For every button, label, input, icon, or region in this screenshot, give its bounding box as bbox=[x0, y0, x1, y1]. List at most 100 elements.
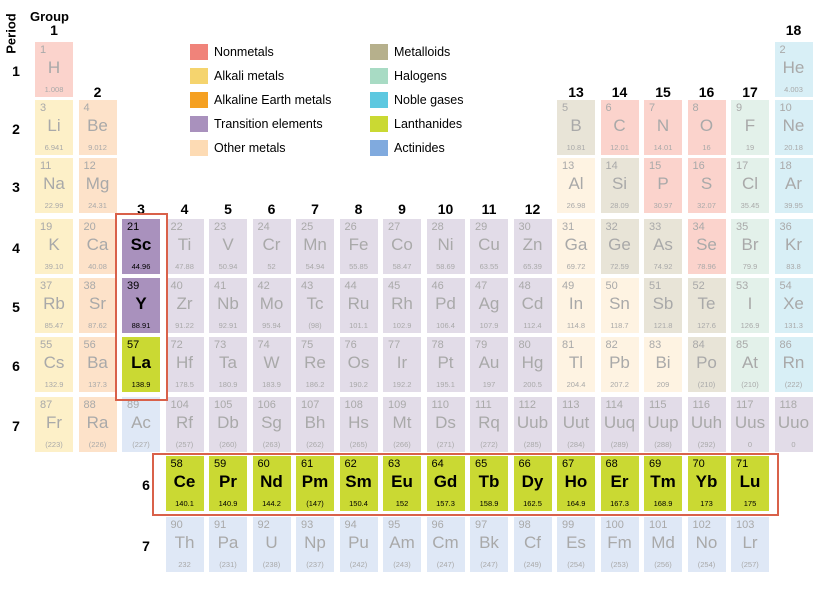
atomic-number: 112 bbox=[518, 399, 537, 411]
element-cell-w: 74 W 183.9 bbox=[252, 337, 291, 392]
element-cell-ru: 44 Ru 101.1 bbox=[339, 278, 378, 333]
atomic-number: 4 bbox=[83, 102, 90, 114]
element-symbol: Lu bbox=[739, 472, 761, 491]
group-label: 12 bbox=[524, 201, 541, 217]
element-symbol: Er bbox=[610, 472, 629, 491]
atomic-mass: (147) bbox=[306, 499, 324, 508]
atomic-number: 29 bbox=[475, 221, 488, 233]
atomic-mass: 164.9 bbox=[566, 499, 586, 508]
group-label: 14 bbox=[611, 84, 628, 100]
atomic-mass: 112.4 bbox=[523, 321, 542, 330]
element-cell-cs: 55 Cs 132.9 bbox=[35, 337, 73, 392]
atomic-mass: (257) bbox=[741, 560, 759, 569]
period-label: 1 bbox=[12, 63, 20, 79]
element-symbol: Uub bbox=[516, 413, 549, 432]
element-cell-au: 79 Au 197 bbox=[470, 337, 508, 392]
atomic-number: 44 bbox=[344, 280, 357, 292]
element-cell-k: 19 K 39.10 bbox=[35, 219, 73, 274]
element-symbol: Mg bbox=[85, 174, 110, 193]
atomic-mass: 140.1 bbox=[175, 499, 194, 508]
element-cell-he: 2 He 4.003 bbox=[774, 42, 813, 97]
atomic-number: 28 bbox=[431, 221, 444, 233]
atomic-number: 113 bbox=[562, 399, 580, 411]
atomic-mass: (262) bbox=[306, 440, 324, 449]
atomic-number: 37 bbox=[40, 280, 53, 292]
atomic-mass: (210) bbox=[697, 380, 716, 389]
element-cell-in: 49 In 114.8 bbox=[557, 278, 595, 333]
element-symbol: Bh bbox=[304, 413, 326, 432]
element-cell-fe: 26 Fe 55.85 bbox=[339, 219, 378, 274]
element-symbol: Li bbox=[47, 116, 61, 135]
period-label: 6 bbox=[12, 358, 20, 374]
atomic-number: 38 bbox=[83, 280, 96, 292]
atomic-number: 60 bbox=[257, 458, 270, 470]
atomic-mass: 175 bbox=[743, 499, 757, 508]
element-cell-xe: 54 Xe 131.3 bbox=[774, 278, 813, 333]
atomic-mass: (266) bbox=[393, 440, 411, 449]
element-cell-bh: 107 Bh (262) bbox=[296, 397, 334, 452]
atomic-number: 17 bbox=[736, 160, 749, 172]
element-symbol: Ca bbox=[86, 235, 109, 254]
element-cell-lr: 103 Lr (257) bbox=[731, 517, 769, 572]
element-cell-er: 68 Er 167.3 bbox=[600, 456, 639, 511]
highlight-frame-group3 bbox=[115, 213, 168, 401]
atomic-number: 36 bbox=[779, 221, 792, 233]
atomic-number: 75 bbox=[301, 339, 314, 351]
atomic-mass: 232 bbox=[178, 560, 191, 569]
atomic-number: 87 bbox=[40, 399, 53, 411]
element-symbol: Ru bbox=[347, 294, 370, 313]
element-symbol: Ra bbox=[86, 413, 109, 432]
legend-swatch bbox=[370, 44, 388, 60]
element-symbol: Tl bbox=[568, 353, 584, 372]
atomic-mass: 72.59 bbox=[610, 262, 629, 271]
legend-label: Actinides bbox=[394, 141, 445, 155]
atomic-mass: 55.85 bbox=[349, 262, 368, 271]
legend-swatch bbox=[190, 92, 208, 108]
atomic-mass: 50.94 bbox=[218, 262, 238, 271]
legend-swatch bbox=[370, 116, 388, 132]
atomic-number: 16 bbox=[692, 160, 705, 172]
atomic-mass: (210) bbox=[741, 380, 759, 389]
atomic-mass: (272) bbox=[480, 440, 498, 449]
element-symbol: Ne bbox=[782, 116, 805, 135]
element-symbol: N bbox=[656, 116, 670, 135]
element-cell-np: 93 Np (237) bbox=[296, 517, 334, 572]
atomic-number: 71 bbox=[736, 458, 749, 470]
atomic-mass: 197 bbox=[482, 380, 496, 389]
atomic-number: 104 bbox=[170, 399, 189, 411]
atomic-number: 19 bbox=[40, 221, 53, 233]
atomic-number: 66 bbox=[518, 458, 531, 470]
atomic-number: 34 bbox=[692, 221, 705, 233]
atomic-number: 50 bbox=[605, 280, 618, 292]
element-cell-li: 3 Li 6.941 bbox=[35, 100, 73, 155]
element-cell-na: 11 Na 22.99 bbox=[35, 158, 73, 213]
atomic-number: 15 bbox=[649, 160, 662, 172]
atomic-number: 93 bbox=[301, 519, 314, 531]
element-symbol: Cl bbox=[741, 174, 759, 193]
atomic-mass: 127.6 bbox=[697, 321, 716, 330]
atomic-number: 67 bbox=[562, 458, 575, 470]
element-cell-ge: 32 Ge 72.59 bbox=[600, 219, 639, 274]
atomic-mass: 4.003 bbox=[784, 85, 803, 94]
atomic-number: 9 bbox=[736, 102, 743, 114]
element-symbol: Cr bbox=[262, 235, 281, 254]
atomic-mass: 69.72 bbox=[566, 262, 586, 271]
element-symbol: Uuh bbox=[690, 413, 723, 432]
series-period-label: 6 bbox=[142, 477, 150, 493]
atomic-number: 26 bbox=[344, 221, 357, 233]
group-label: 8 bbox=[354, 201, 363, 217]
atomic-number: 69 bbox=[649, 458, 662, 470]
group-label: 13 bbox=[568, 84, 584, 100]
highlight-frame-lanthanides bbox=[152, 453, 779, 516]
atomic-mass: 24.31 bbox=[88, 201, 107, 210]
atomic-mass: 114.8 bbox=[566, 321, 586, 330]
element-symbol: Uuq bbox=[603, 413, 636, 432]
element-symbol: Dy bbox=[521, 472, 544, 491]
atomic-number: 25 bbox=[301, 221, 314, 233]
element-symbol: Al bbox=[568, 174, 584, 193]
element-symbol: Xe bbox=[783, 294, 804, 313]
atomic-number: 24 bbox=[257, 221, 270, 233]
element-cell-uuq: 114 Uuq (289) bbox=[600, 397, 639, 452]
atomic-mass: (242) bbox=[349, 560, 368, 569]
